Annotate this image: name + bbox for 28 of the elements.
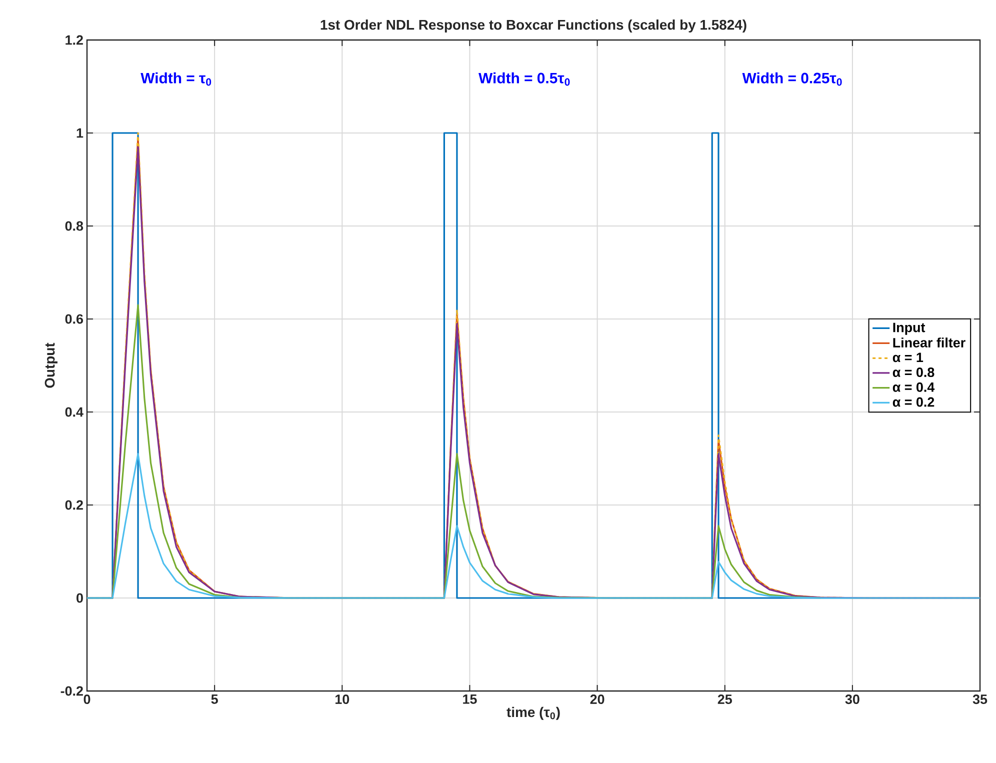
annotation: Width = 0.25τ$_{0}$ <box>742 72 842 86</box>
x-tick-label: 10 <box>336 694 350 704</box>
y-tick-label: 0.6 <box>65 314 83 324</box>
y-tick-label: 0.2 <box>65 500 83 510</box>
y-tick-label: 0.4 <box>65 407 84 417</box>
chart-title: 1st Order NDL Response to Boxcar Functions (scaled by 1.5824) <box>320 19 746 32</box>
legend-label: Input <box>893 322 926 335</box>
legend-label: α = 1 <box>892 352 924 362</box>
y-tick-label: -0.2 <box>60 686 83 696</box>
y-tick-label: 1 <box>76 128 84 138</box>
legend-label: Linear filter <box>893 338 966 348</box>
x-tick-label: 5 <box>211 694 218 704</box>
y-axis-title: Output <box>44 342 58 388</box>
x-axis-title: time (τ$_{0}$) <box>506 706 560 720</box>
x-tick-label: 0 <box>84 694 90 704</box>
annotation: Width = 0.5τ$_{0}$ <box>478 72 570 86</box>
legend-label: α = 0.2 <box>892 397 934 407</box>
x-tick-label: 30 <box>845 694 860 704</box>
x-tick-label: 20 <box>590 694 604 704</box>
x-tick-label: 35 <box>972 694 988 704</box>
y-tick-label: 1.2 <box>66 35 83 45</box>
x-tick-label: 25 <box>718 694 732 704</box>
y-tick-label: 0.8 <box>65 221 84 231</box>
legend-label: α = 0.4 <box>892 382 935 392</box>
annotation: Width = τ$_{0}$ <box>140 72 212 86</box>
legend-label: α = 0.8 <box>892 368 934 378</box>
y-tick-label: 0 <box>76 593 83 603</box>
x-tick-label: 15 <box>463 694 477 704</box>
